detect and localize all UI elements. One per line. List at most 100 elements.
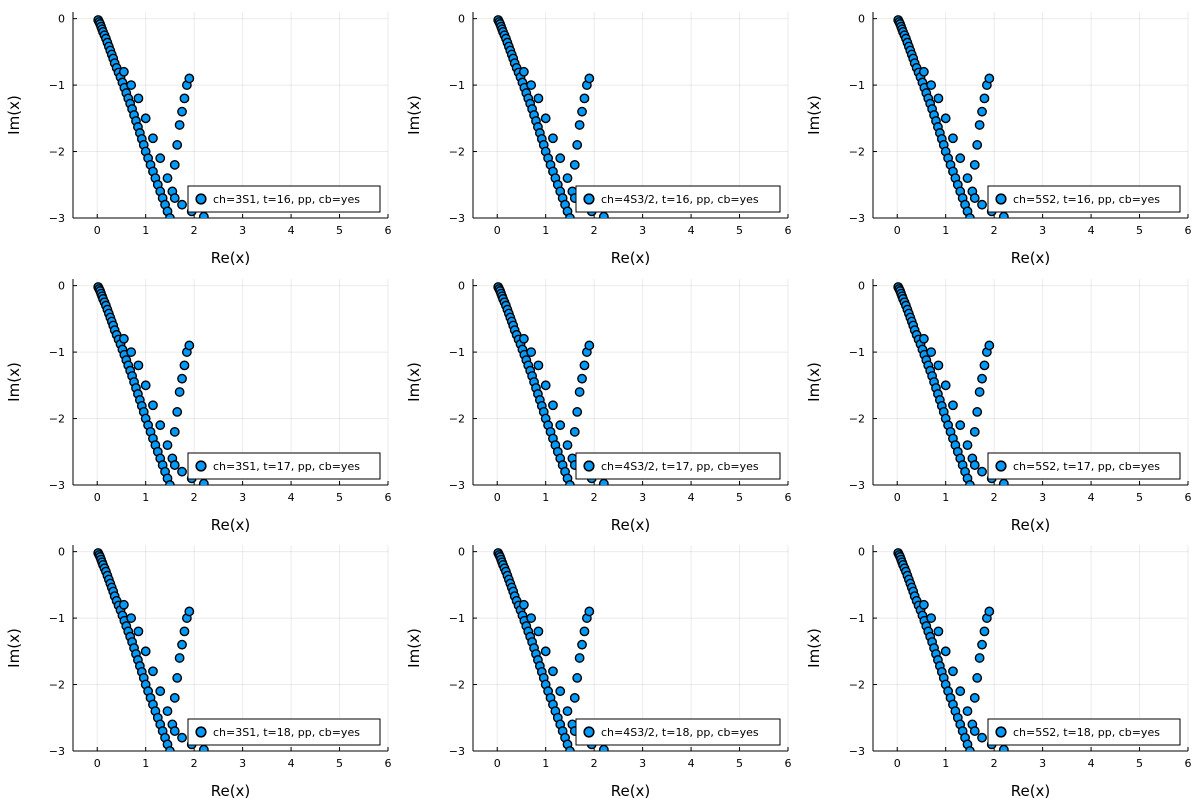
scatter-point <box>979 626 990 637</box>
x-tick-label: 1 <box>142 224 149 237</box>
x-tick-label: 0 <box>894 224 901 237</box>
x-tick-label: 2 <box>191 757 198 770</box>
scatter-point <box>126 613 137 623</box>
legend: ch=4S3/2, t=16, pp, cb=yes <box>575 185 781 213</box>
y-tick-label: −3 <box>849 745 865 758</box>
x-tick-label: 1 <box>942 224 949 237</box>
x-tick-label: 3 <box>639 757 646 770</box>
scatter-point <box>584 606 595 617</box>
x-tick-label: 0 <box>94 224 101 237</box>
x-tick-label: 3 <box>1039 224 1046 237</box>
legend-label: ch=3S1, t=18, pp, cb=yes <box>213 726 360 739</box>
scatter-point <box>174 120 185 130</box>
scatter-point <box>533 626 544 637</box>
scatter-point <box>165 480 175 485</box>
x-tick-label: 0 <box>494 757 501 770</box>
legend: ch=5S2, t=17, pp, cb=yes <box>987 452 1181 480</box>
x-tick-label: 5 <box>336 224 343 237</box>
subplot-row1-col1: 0 1 2 3 4 5 6 0 −1 −2 −3 Re(x) Im(x) ch=3S1, t=16, pp… <box>5 12 392 267</box>
x-axis-title: Re(x) <box>611 249 651 267</box>
scatter-point <box>579 626 590 637</box>
scatter-point <box>977 373 987 384</box>
x-tick-label: 6 <box>785 491 792 504</box>
y-tick-label: 0 <box>458 280 465 293</box>
scatter-series <box>93 282 209 485</box>
legend-marker <box>995 726 1007 738</box>
scatter-point <box>969 159 980 170</box>
subplot-row1-col3: 0 1 2 3 4 5 6 0 −1 −2 −3 Re(x) Im(x) ch=5S2, t=16, pp… <box>805 12 1192 267</box>
scatter-point <box>548 400 558 411</box>
scatter-point <box>177 373 187 384</box>
scatter-point <box>579 360 590 371</box>
scatter-series <box>93 548 209 751</box>
legend-box <box>187 718 381 746</box>
y-tick-label: −1 <box>849 79 865 92</box>
y-tick-label: 0 <box>58 13 65 26</box>
x-tick-label: 6 <box>1185 491 1192 504</box>
legend: ch=3S1, t=18, pp, cb=yes <box>187 718 381 746</box>
scatter-point <box>555 153 566 164</box>
scatter-point <box>169 159 180 170</box>
x-tick-label: 3 <box>239 224 246 237</box>
x-tick-label: 3 <box>639 224 646 237</box>
scatter-point <box>918 66 929 77</box>
y-tick-label: −3 <box>449 479 465 492</box>
scatter-point <box>133 360 144 371</box>
y-tick-label: 0 <box>58 280 65 293</box>
scatter-point <box>979 360 990 371</box>
scatter-point <box>955 153 966 164</box>
x-tick-label: 4 <box>1088 491 1095 504</box>
y-axis-title: Im(x) <box>405 95 423 135</box>
scatter-point <box>977 466 987 477</box>
legend-label: ch=4S3/2, t=16, pp, cb=yes <box>601 193 759 206</box>
legend-marker <box>583 726 595 738</box>
scatter-point <box>926 347 937 357</box>
legend-marker <box>583 460 595 472</box>
scatter-point <box>598 478 609 485</box>
scatter-point <box>984 606 995 617</box>
legend-box <box>987 185 1181 213</box>
y-tick-label: −1 <box>49 346 65 359</box>
x-tick-label: 1 <box>142 757 149 770</box>
scatter-point <box>533 93 544 104</box>
y-tick-label: −1 <box>49 79 65 92</box>
scatter-point <box>179 93 190 104</box>
scatter-point <box>148 400 158 411</box>
subplot-row2-col3: 0 1 2 3 4 5 6 0 −1 −2 −3 Re(x) Im(x) ch=5S2, t=17, pp… <box>805 279 1192 534</box>
scatter-point <box>965 746 975 751</box>
scatter-point <box>965 480 975 485</box>
legend-box <box>987 452 1181 480</box>
x-tick-label: 6 <box>385 224 392 237</box>
scatter-point <box>184 340 195 351</box>
subplot-row3-col3: 0 1 2 3 4 5 6 0 −1 −2 −3 Re(x) Im(x) ch=5S2, t=18, pp… <box>805 545 1192 800</box>
scatter-point <box>933 360 944 371</box>
x-axis-title: Re(x) <box>211 516 251 534</box>
x-tick-label: 2 <box>591 224 598 237</box>
scatter-point <box>140 380 151 391</box>
scatter-point <box>526 613 537 623</box>
scatter-point <box>184 73 195 84</box>
scatter-point <box>540 380 551 391</box>
scatter-point <box>965 213 975 218</box>
scatter-point <box>198 478 209 485</box>
scatter-point <box>974 653 985 663</box>
y-tick-label: 0 <box>858 546 865 559</box>
y-axis-title: Im(x) <box>5 628 23 668</box>
scatter-series <box>93 15 209 218</box>
scatter-point <box>140 646 151 657</box>
legend-box <box>575 185 781 213</box>
scatter-point <box>548 666 558 677</box>
scatter-point <box>526 347 537 357</box>
y-axis-title: Im(x) <box>805 628 823 668</box>
scatter-point <box>148 666 158 677</box>
scatter-point <box>569 159 580 170</box>
scatter-point <box>155 420 166 431</box>
scatter-point <box>155 153 166 164</box>
scatter-point <box>977 639 987 650</box>
subplot-row3-col1: 0 1 2 3 4 5 6 0 −1 −2 −3 Re(x) Im(x) ch=3S1, t=18, pp… <box>5 545 392 800</box>
y-tick-label: −1 <box>449 346 465 359</box>
scatter-point <box>969 460 980 470</box>
scatter-point <box>169 193 180 203</box>
y-axis-title: Im(x) <box>5 95 23 135</box>
scatter-point <box>940 380 951 391</box>
